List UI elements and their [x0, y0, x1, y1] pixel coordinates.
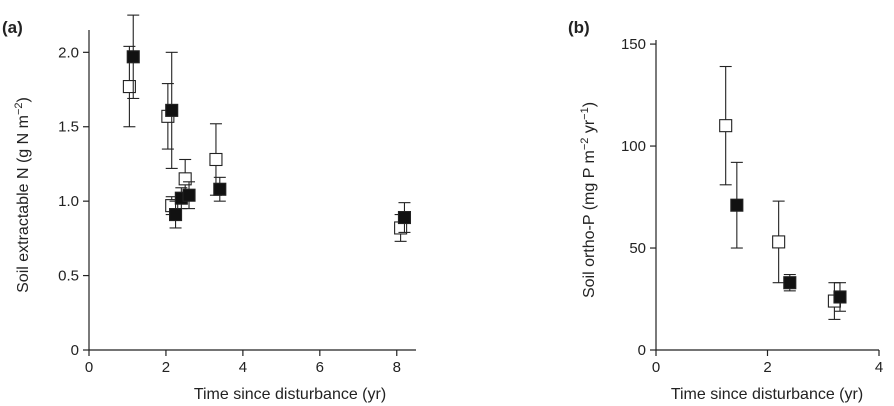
panel-b: (b) 0 2 4 0 50 100 150 Time since disturbance …	[568, 18, 883, 403]
panel-a-y-label-sup: −2	[13, 102, 25, 115]
panel-a-x-tick-label: 8	[393, 359, 401, 376]
panel-a-y-tick-label: 0	[71, 342, 79, 359]
panel-a-x-tick-label: 6	[316, 359, 324, 376]
panel-a-filled-square-point	[165, 103, 179, 117]
panel-a-x-tick-label: 4	[239, 359, 247, 376]
panel-b-filled-square-point	[783, 276, 797, 290]
panel-b-x-tick-label: 2	[763, 359, 771, 376]
panel-a-x-tick-label: 2	[162, 359, 170, 376]
panel-a-y-tick-label: 0.5	[58, 268, 79, 285]
panel-a-filled-square-point	[169, 208, 183, 222]
panel-a-marks	[122, 14, 412, 242]
panel-b-marks	[719, 65, 847, 320]
panel-a-x-tick-label: 0	[85, 359, 93, 376]
panel-b-y-label-end: )	[581, 102, 598, 107]
panel-a-y-label-end: )	[15, 97, 32, 102]
panel-b-y-tick-label: 100	[621, 138, 646, 155]
panel-a-y-axis-label: Soil extractable N (g N m−2)	[13, 97, 32, 293]
panel-b-filled-square-point	[730, 198, 744, 212]
panel-b-y-tick-label: 150	[621, 36, 646, 53]
panel-a-y-tick-label: 2.0	[58, 44, 79, 61]
panel-b-x-tick-label: 4	[875, 359, 883, 376]
panel-a-y-tick-label: 1.0	[58, 193, 79, 210]
panel-a-axes: 0 2 4 6 8 0 0.5 1.0 1.5 2.0	[58, 30, 416, 376]
panel-a-filled-square-point	[182, 188, 196, 202]
panel-b-y-label-sup2: −1	[579, 107, 591, 120]
panel-a: (a) 0 2 4 6 8 0 0.5 1.0 1.5 2.0 Time since distur…	[2, 14, 416, 403]
panel-a-y-label-main: Soil extractable N (g N m	[15, 115, 32, 293]
panel-b-y-label-mid: yr	[581, 119, 598, 137]
panel-b-y-axis-label: Soil ortho-P (mg P m−2 yr−1)	[579, 102, 598, 298]
panel-b-y-tick-label: 0	[638, 342, 646, 359]
panel-a-open-square-point	[122, 80, 136, 94]
panel-b-y-tick-label: 50	[629, 240, 646, 257]
panel-a-filled-square-point	[126, 50, 140, 64]
panel-b-y-label-sup: −2	[579, 138, 591, 151]
panel-a-y-tick-label: 1.5	[58, 119, 79, 136]
panel-a-label: (a)	[2, 18, 23, 37]
panel-b-axes: 0 2 4 0 50 100 150	[621, 36, 883, 376]
panel-a-filled-square-point	[397, 210, 412, 225]
panel-b-label: (b)	[568, 18, 590, 37]
panel-b-x-axis-label: Time since disturbance (yr)	[671, 386, 863, 403]
panel-b-open-square-point	[772, 235, 786, 249]
panel-b-filled-square-point	[833, 290, 847, 304]
panel-a-filled-square-point	[213, 182, 227, 196]
panel-b-open-square-point	[719, 119, 733, 133]
panel-b-y-label-main: Soil ortho-P (mg P m	[581, 150, 598, 298]
panel-a-x-axis-label: Time since disturbance (yr)	[194, 386, 386, 403]
panel-b-x-tick-label: 0	[652, 359, 660, 376]
panel-a-open-square-point	[209, 152, 223, 167]
